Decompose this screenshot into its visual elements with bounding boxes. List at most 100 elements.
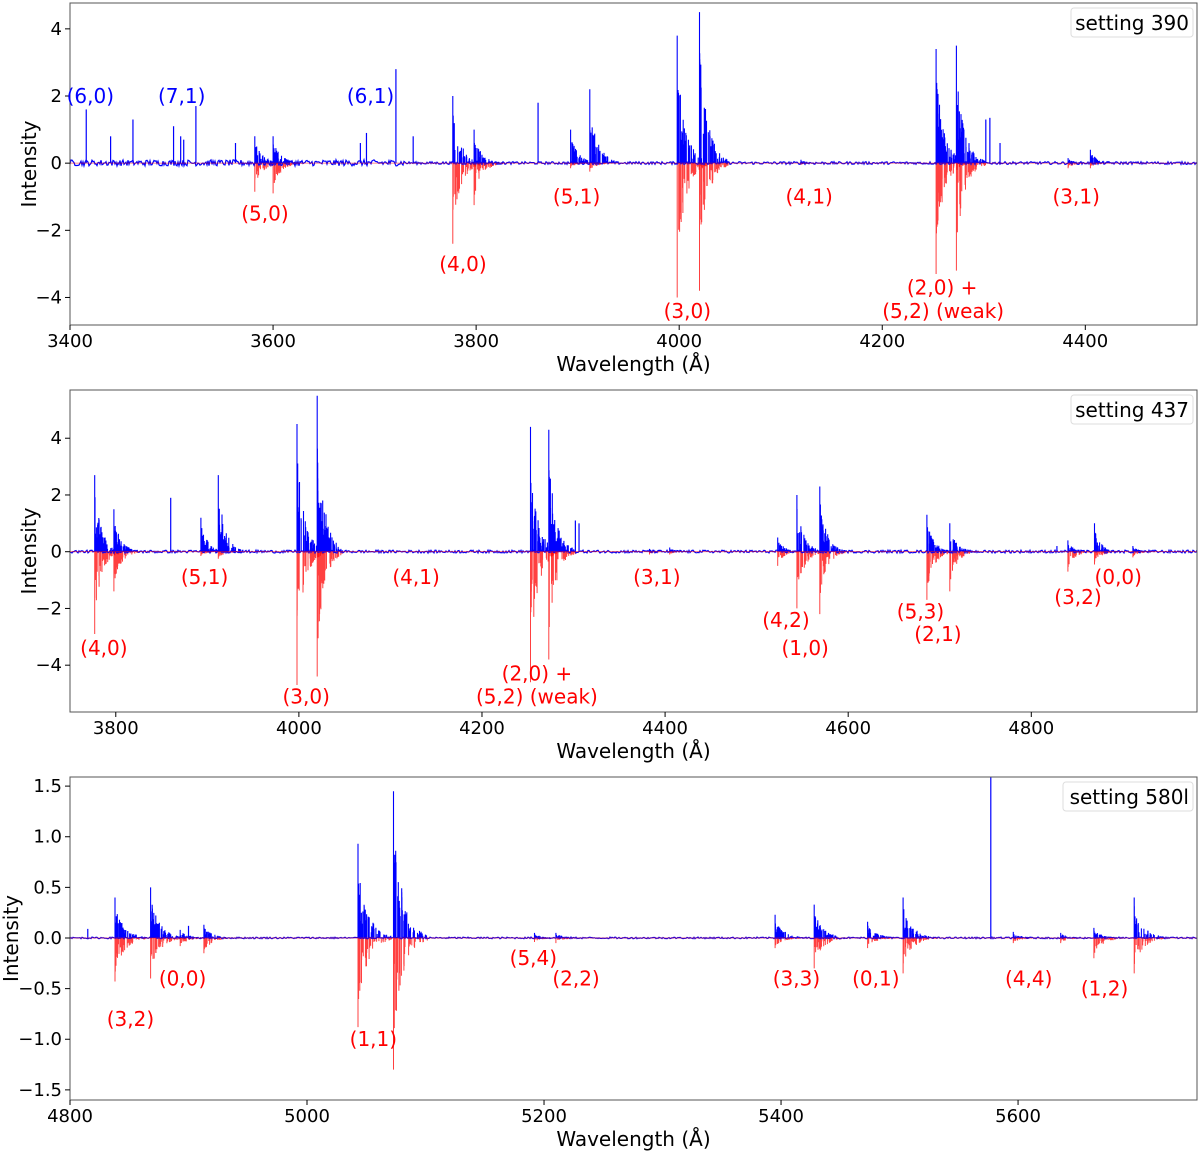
band-annotation: (5,4): [510, 946, 557, 970]
model-band: [1012, 938, 1048, 944]
x-axis-label: Wavelength (Å): [556, 352, 710, 376]
observed-band: [452, 96, 482, 164]
y-tick-label: −2: [35, 598, 62, 619]
model-band: [1093, 938, 1126, 959]
y-axis-label: Intensity: [0, 895, 23, 982]
x-tick-label: 5000: [284, 1106, 330, 1127]
y-tick-label: 1.0: [33, 827, 62, 848]
y-tick-label: 0: [51, 542, 62, 563]
band-annotation: (3,0): [664, 299, 711, 323]
x-tick-label: 5600: [995, 1106, 1041, 1127]
observed-band: [955, 45, 985, 164]
model-band: [114, 938, 149, 982]
observed-band: [902, 897, 937, 938]
model-band: [548, 551, 576, 660]
model-band: [955, 163, 986, 271]
band-annotation: (3,1): [1052, 185, 1099, 209]
model-band: [819, 551, 846, 615]
band-annotation: (3,3): [773, 966, 820, 990]
model-band: [357, 938, 392, 1028]
x-tick-label: 4200: [459, 718, 505, 739]
band-annotation: (3,0): [282, 684, 329, 708]
model-band: [813, 938, 848, 969]
band-annotation: (1,0): [781, 636, 828, 660]
observed-band: [217, 475, 244, 552]
panel-2: 3800 4000 4200 4400 4600 4800 4 2 0 −2 −4 Wavelengt…: [17, 389, 1198, 763]
legend-label: setting 390: [1075, 11, 1189, 35]
y-tick-label: −4: [35, 287, 62, 308]
x-tick-label: 5200: [521, 1106, 567, 1127]
observed-band: [357, 843, 392, 938]
y-tick-label: 0.5: [33, 877, 62, 898]
model-band: [867, 938, 903, 949]
model-band: [796, 551, 824, 609]
observed-band: [1089, 149, 1121, 164]
observed-band: [926, 514, 954, 552]
legend-box: [1062, 781, 1194, 812]
x-tick-label: 4000: [276, 718, 322, 739]
x-tick-label: 4000: [656, 331, 702, 352]
observed-band: [774, 914, 807, 938]
band-annotation: (5,1): [181, 565, 228, 589]
y-tick-label: 2: [51, 86, 62, 107]
band-annotation: (4,1): [392, 565, 439, 589]
legend-box: [1070, 394, 1194, 425]
y-tick-label: −1.0: [18, 1029, 62, 1050]
observed-band: [203, 924, 238, 938]
observed-band: [698, 12, 729, 164]
observed-band: [548, 429, 576, 552]
y-tick-label: −2: [35, 220, 62, 241]
y-axis-label: Intensity: [17, 507, 41, 594]
observed-band: [1060, 932, 1094, 938]
model-band: [589, 163, 619, 172]
plot-area: [70, 12, 1197, 298]
band-annotation: (1,2): [1081, 977, 1128, 1001]
observed-band: [254, 136, 284, 164]
band-annotation: (2,1): [914, 622, 961, 646]
model-band: [203, 938, 238, 954]
observed-band: [935, 49, 966, 164]
model-band: [316, 551, 344, 677]
x-tick-label: 4800: [1008, 718, 1054, 739]
band-annotation: (7,1): [158, 84, 205, 108]
band-annotation: (0,0): [1095, 565, 1142, 589]
plot-area: [70, 395, 1197, 685]
y-tick-label: 0.0: [33, 928, 62, 949]
x-tick-label: 3800: [93, 718, 139, 739]
observed-band: [676, 35, 706, 164]
x-tick-label: 4200: [859, 331, 905, 352]
band-annotation: (3,2): [1054, 585, 1101, 609]
axes-frame: [69, 776, 1198, 1101]
observed-band: [867, 921, 903, 938]
model-band: [1094, 551, 1121, 565]
y-tick-label: 2: [51, 485, 62, 506]
observed-band: [819, 486, 847, 552]
x-axis-label: Wavelength (Å): [556, 739, 710, 763]
band-annotation: (3,1): [633, 565, 680, 589]
model-band: [1133, 938, 1169, 974]
legend-box: [1070, 7, 1194, 38]
model-band: [272, 163, 303, 194]
panel-1: 3400 3600 3800 4000 4200 4400 4 2 0 −2 −4 Wavelengt…: [17, 2, 1198, 376]
band-annotation: (5,2) (weak): [476, 684, 598, 708]
band-annotation: (3,2): [107, 1007, 154, 1031]
model-band: [949, 551, 976, 592]
legend-label: setting 580l: [1070, 785, 1189, 809]
x-axis-label: Wavelength (Å): [556, 1127, 710, 1151]
observed-band: [392, 791, 428, 938]
y-tick-label: 4: [51, 19, 62, 40]
band-annotation: (4,4): [1005, 966, 1052, 990]
y-tick-label: 1.5: [33, 776, 62, 797]
x-tick-label: 3800: [453, 331, 499, 352]
observed-band: [813, 904, 849, 938]
band-annotation: (4,2): [762, 608, 809, 632]
observed-band: [1133, 897, 1169, 938]
band-annotation: (2,2): [552, 966, 599, 990]
observed-band: [949, 523, 977, 552]
y-tick-label: −0.5: [18, 979, 62, 1000]
model-band: [902, 938, 937, 974]
band-annotation: (6,0): [67, 84, 114, 108]
model-band: [113, 551, 140, 592]
legend-label: setting 437: [1075, 398, 1189, 422]
x-tick-label: 3600: [250, 331, 296, 352]
